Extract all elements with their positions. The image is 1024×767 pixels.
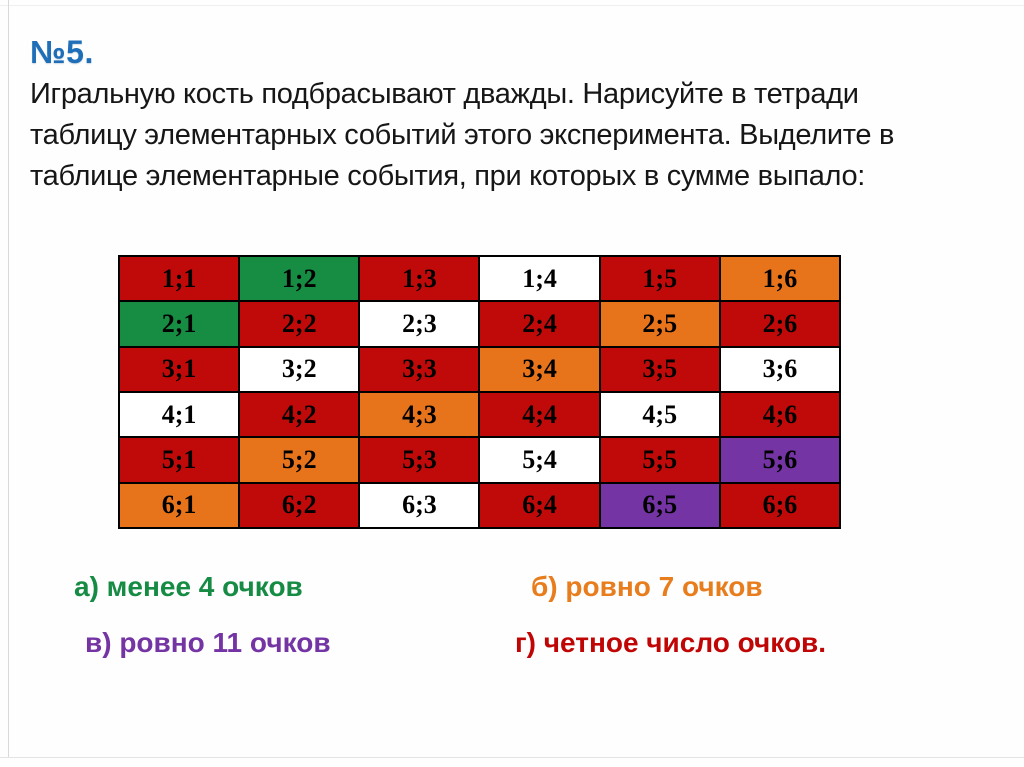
table-cell-2-2: 2;2 xyxy=(240,302,359,346)
table-cell-3-4: 3;4 xyxy=(480,347,599,391)
table-cell-2-5: 2;5 xyxy=(600,302,719,346)
table-cell-5-4: 5;4 xyxy=(480,438,599,482)
slide-edge-left xyxy=(8,0,9,758)
option-label-a: а) менее 4 очков xyxy=(74,571,303,602)
table-cell-5-3: 5;3 xyxy=(360,438,479,482)
table-cell-6-3: 6;3 xyxy=(360,483,479,527)
table-cell-5-1: 5;1 xyxy=(120,438,239,482)
table-cell-1-3: 1;3 xyxy=(360,257,479,301)
slide-edge-top xyxy=(0,5,1024,6)
problem-text-line: Игральную кость подбрасывают дважды. Нар… xyxy=(30,78,859,110)
table-cell-3-6: 3;6 xyxy=(720,347,839,391)
table-cell-2-3: 2;3 xyxy=(360,302,479,346)
table-cell-1-6: 1;6 xyxy=(720,257,839,301)
table-cell-1-4: 1;4 xyxy=(480,257,599,301)
table-cell-4-4: 4;4 xyxy=(480,392,599,437)
events-table: 1;1 1;2 1;3 1;4 1;5 1;6 2;1 2;2 2;3 2;4 2;5 2;6 3;1 3… xyxy=(118,255,841,529)
table-cell-4-6: 4;6 xyxy=(720,392,839,437)
option-label-v: в) ровно 11 очков xyxy=(85,627,331,658)
table-cell-1-5: 1;5 xyxy=(600,257,719,301)
table-cell-3-5: 3;5 xyxy=(600,347,719,391)
table-cell-4-1: 4;1 xyxy=(120,392,239,437)
table-cell-2-1: 2;1 xyxy=(120,302,239,346)
table-cell-6-2: 6;2 xyxy=(240,483,359,527)
table-cell-3-2: 3;2 xyxy=(240,347,359,391)
problem-statement: №5. Игральную кость подбрасывают дважды.… xyxy=(30,30,990,197)
table-cell-6-1: 6;1 xyxy=(120,483,239,527)
table-cell-6-6: 6;6 xyxy=(720,483,839,527)
table-cell-1-2: 1;2 xyxy=(240,257,359,301)
table-cell-3-3: 3;3 xyxy=(360,347,479,391)
table-cell-5-2: 5;2 xyxy=(240,438,359,482)
problem-text-line: таблицу элементарных событий этого экспе… xyxy=(30,119,895,151)
option-label-b: б) ровно 7 очков xyxy=(531,571,763,602)
table-cell-5-5: 5;5 xyxy=(600,438,719,482)
table-cell-1-1: 1;1 xyxy=(120,257,239,301)
slide-edge-bottom xyxy=(0,757,1024,758)
table-cell-6-5: 6;5 xyxy=(600,483,719,527)
table-cell-2-4: 2;4 xyxy=(480,302,599,346)
table-cell-3-1: 3;1 xyxy=(120,347,239,391)
table-cell-4-2: 4;2 xyxy=(240,392,359,437)
problem-text-line: таблице элементарные события, при которы… xyxy=(30,160,866,192)
table-cell-5-6: 5;6 xyxy=(720,438,839,482)
table-cell-4-3: 4;3 xyxy=(360,392,479,437)
table-cell-6-4: 6;4 xyxy=(480,483,599,527)
option-label-g: г) четное число очков. xyxy=(515,627,827,658)
table-cell-2-6: 2;6 xyxy=(720,302,839,346)
table-cell-4-5: 4;5 xyxy=(600,392,719,437)
slide-title: №5. xyxy=(30,34,94,70)
